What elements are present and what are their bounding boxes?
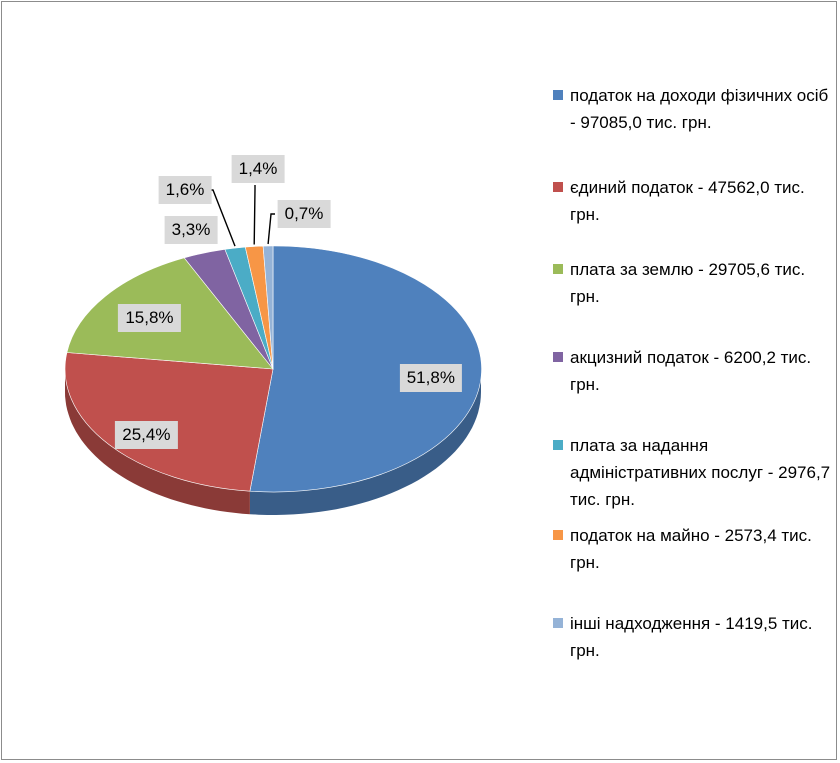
pie-slice-6	[262, 245, 274, 370]
legend-swatch-5	[553, 530, 563, 540]
leader-line-6	[267, 213, 275, 245]
legend-swatch-1	[553, 182, 563, 192]
legend-swatch-3	[553, 352, 563, 362]
data-label-3: 3,3%	[164, 216, 218, 244]
pie-side-1	[65, 369, 250, 515]
legend-label-5: податок на майно - 2573,4 тис. грн.	[570, 526, 812, 572]
legend-label-3: акцизний податок - 6200,2 тис. грн.	[570, 348, 812, 394]
legend-label-6: інші надходження - 1419,5 тис. грн.	[570, 614, 813, 660]
legend-label-4: плата за надання адміністративних послуг…	[570, 436, 831, 509]
data-label-2: 15,8%	[118, 303, 181, 332]
leader-line-5	[253, 185, 256, 245]
data-label-4: 1,6%	[158, 176, 212, 204]
legend-swatch-2	[553, 264, 563, 274]
legend-swatch-6	[553, 618, 563, 628]
data-label-1: 25,4%	[115, 420, 178, 449]
legend-label-0: податок на доходи фізичних осіб - 97085,…	[570, 86, 829, 132]
pie-side-0	[249, 369, 481, 515]
legend-swatch-0	[553, 90, 563, 100]
legend-swatch-4	[553, 440, 563, 450]
pie-slice-0	[249, 245, 482, 493]
legend-label-1: єдиний податок - 47562,0 тис. грн.	[570, 178, 805, 224]
data-label-5: 1,4%	[231, 155, 285, 183]
data-label-6: 0,7%	[277, 200, 331, 228]
legend-label-2: плата за землю - 29705,6 тис. грн.	[570, 260, 806, 306]
data-label-0: 51,8%	[399, 364, 462, 393]
